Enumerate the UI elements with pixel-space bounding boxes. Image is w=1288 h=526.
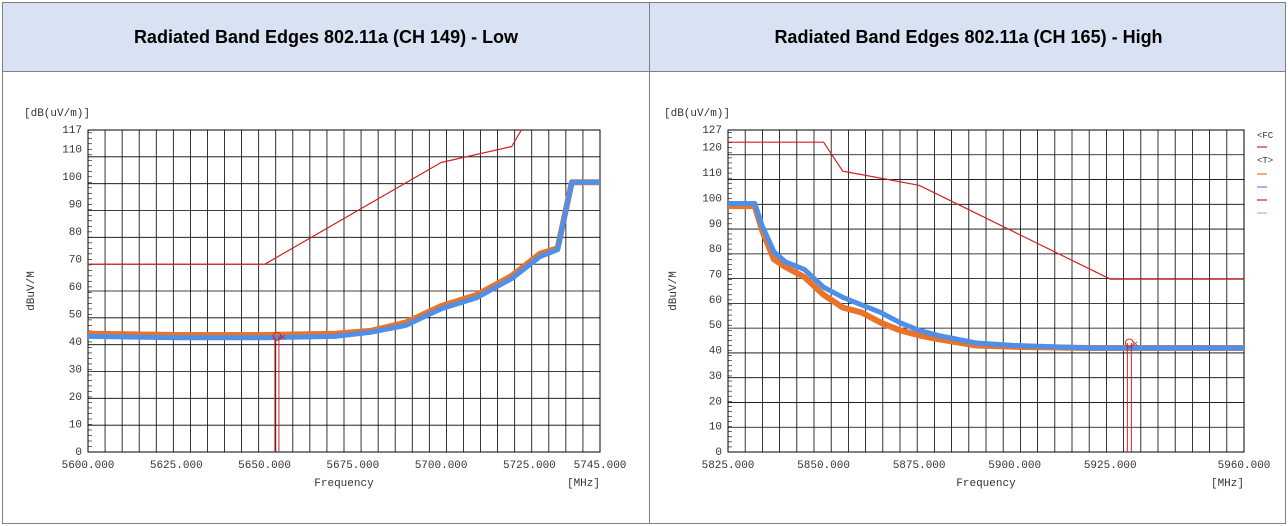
measurement-trace: [88, 179, 600, 341]
table-header-row: [3, 3, 1285, 72]
y-tick-label: 90: [69, 199, 82, 211]
y-tick-label: 100: [62, 172, 82, 184]
plot-frame: [727, 129, 1245, 453]
x-axis-title: Frequency: [956, 478, 1016, 490]
y-tick-label: 40: [69, 337, 82, 349]
y-tick-label: 20: [69, 392, 82, 404]
y-tick-label: 50: [709, 320, 722, 332]
x-axis-title: Frequency: [314, 478, 374, 490]
y-tick-label: 10: [709, 422, 722, 434]
y-tick-label: 110: [62, 144, 82, 156]
y-axis-title: dBuV/M: [26, 271, 38, 311]
chart-high: 127 120 110 100 90 80 70 60 50 40 30 20 10 0 5825.000 5…: [660, 104, 1285, 500]
y-unit-label: [dB(uV/m)]: [24, 108, 90, 120]
plot-frame: [87, 129, 601, 453]
y-tick-label: 60: [69, 282, 82, 294]
x-tick-label: 5825.000: [702, 460, 755, 472]
x-tick-label: 5675.000: [326, 460, 379, 472]
y-tick-label: 0: [75, 447, 82, 459]
x-tick-label: 5925.000: [1084, 460, 1137, 472]
y-tick-label: 80: [709, 244, 722, 256]
x-tick-label: 5900.000: [988, 460, 1041, 472]
y-tick-label: 50: [69, 309, 82, 321]
x-tick-label: 5625.000: [150, 460, 203, 472]
y-unit-label: [dB(uV/m)]: [664, 108, 730, 120]
header-cell-high: Radiated Band Edges 802.11a (CH 165) - H…: [774, 26, 1163, 47]
y-tick-label: 120: [702, 143, 722, 155]
y-tick-label: 117: [62, 125, 82, 137]
x-tick-label: 5650.000: [238, 460, 291, 472]
limit-line: [88, 130, 523, 265]
x-unit-label: [MHz]: [1211, 478, 1244, 490]
x-tick-label: 5850.000: [797, 460, 850, 472]
column-divider: [649, 3, 650, 523]
y-tick-label: 100: [702, 193, 722, 205]
x-unit-label: [MHz]: [567, 478, 600, 490]
chart-low: 117 110 100 90 80 70 60 50 40 30 20 10 0 5600.000 5625…: [18, 104, 634, 500]
x-tick-label: 5600.000: [62, 460, 115, 472]
marker-point: [1124, 338, 1134, 348]
y-tick-label: 40: [709, 346, 722, 358]
legend-label: <T>: [1257, 156, 1273, 166]
x-tick-label: 5700.000: [415, 460, 468, 472]
header-cell-low: Radiated Band Edges 802.11a (CH 149) - L…: [133, 26, 519, 47]
marker-cross: ×: [280, 333, 286, 344]
y-axis-title: dBuV/M: [668, 271, 680, 311]
y-tick-label: 20: [709, 396, 722, 408]
y-tick-label: 70: [69, 254, 82, 266]
y-tick-label: 10: [69, 419, 82, 431]
x-tick-label: 5960.000: [1218, 460, 1271, 472]
y-tick-label: 110: [702, 168, 722, 180]
x-tick-label: 5725.000: [503, 460, 556, 472]
x-tick-label: 5875.000: [893, 460, 946, 472]
y-tick-label: 80: [69, 227, 82, 239]
y-tick-label: 30: [709, 371, 722, 383]
y-tick-label: 0: [715, 447, 722, 459]
measurement-trace: [728, 201, 1244, 351]
y-tick-label: 127: [702, 125, 722, 137]
y-tick-label: 90: [709, 219, 722, 231]
limit-line: [728, 141, 1244, 280]
y-tick-label: 60: [709, 295, 722, 307]
marker-point: [272, 331, 282, 341]
marker-cross: ×: [1132, 340, 1138, 351]
y-tick-label: 70: [709, 270, 722, 282]
y-tick-label: 30: [69, 364, 82, 376]
x-tick-label: 5745.000: [574, 460, 627, 472]
legend-label: <FC: [1257, 131, 1274, 141]
